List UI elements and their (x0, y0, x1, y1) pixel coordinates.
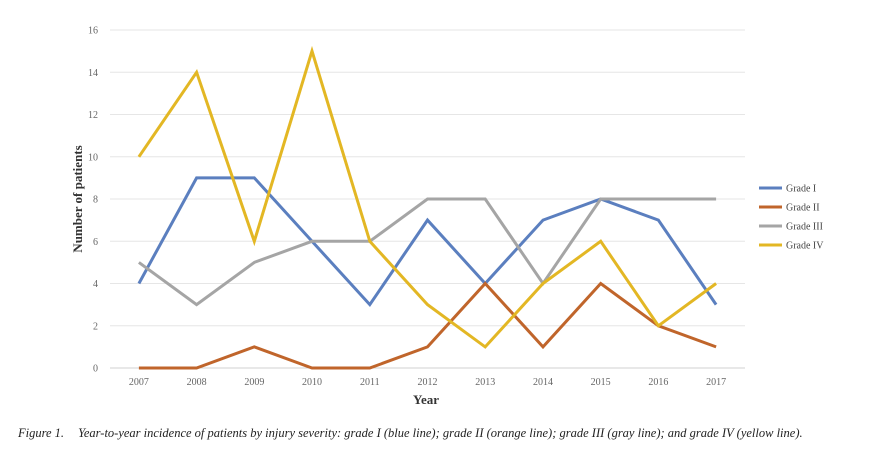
legend-label: Grade II (786, 203, 820, 214)
series-line-grade-i (137, 176, 718, 308)
x-tick-label: 2012 (418, 377, 438, 388)
x-axis-title: Year (413, 392, 439, 407)
y-tick-label: 12 (88, 110, 98, 121)
x-tick-label: 2013 (475, 377, 495, 388)
x-tick-label: 2007 (129, 377, 149, 388)
x-tick-label: 2008 (187, 377, 207, 388)
y-tick-label: 14 (88, 68, 98, 79)
y-tick-label: 16 (88, 26, 98, 37)
figure-caption: Figure 1. Year-to-year incidence of patie… (18, 425, 870, 442)
series-line-grade-iii (138, 197, 717, 307)
caption-text: Year-to-year incidence of patients by in… (78, 426, 803, 440)
series-line-grade-ii (138, 281, 717, 370)
legend-label: Grade IV (786, 241, 824, 252)
x-tick-label: 2015 (591, 377, 611, 388)
legend-label: Grade I (786, 184, 816, 195)
series-lines (137, 45, 718, 370)
x-tick-label: 2010 (302, 377, 322, 388)
legend: Grade I Grade II Grade III Grade IV (759, 184, 824, 252)
y-axis-ticks: 0 2 4 6 8 10 12 14 16 (88, 26, 98, 375)
y-tick-label: 0 (93, 364, 98, 375)
y-tick-label: 8 (93, 195, 98, 206)
x-tick-label: 2011 (360, 377, 380, 388)
y-tick-label: 6 (93, 237, 98, 248)
y-tick-label: 2 (93, 321, 98, 332)
series-line-grade-iv (137, 45, 717, 349)
y-tick-label: 4 (93, 279, 98, 290)
x-tick-label: 2016 (648, 377, 668, 388)
caption-label: Figure 1. (18, 426, 65, 440)
x-tick-label: 2017 (706, 377, 726, 388)
x-tick-label: 2009 (244, 377, 264, 388)
x-axis-ticks: 2007 2008 2009 2010 2011 2012 2013 2014 2015 2016… (129, 377, 726, 388)
y-axis-title: Number of patients (70, 145, 85, 252)
x-tick-label: 2014 (533, 377, 553, 388)
y-tick-label: 10 (88, 152, 98, 163)
legend-label: Grade III (786, 222, 823, 233)
